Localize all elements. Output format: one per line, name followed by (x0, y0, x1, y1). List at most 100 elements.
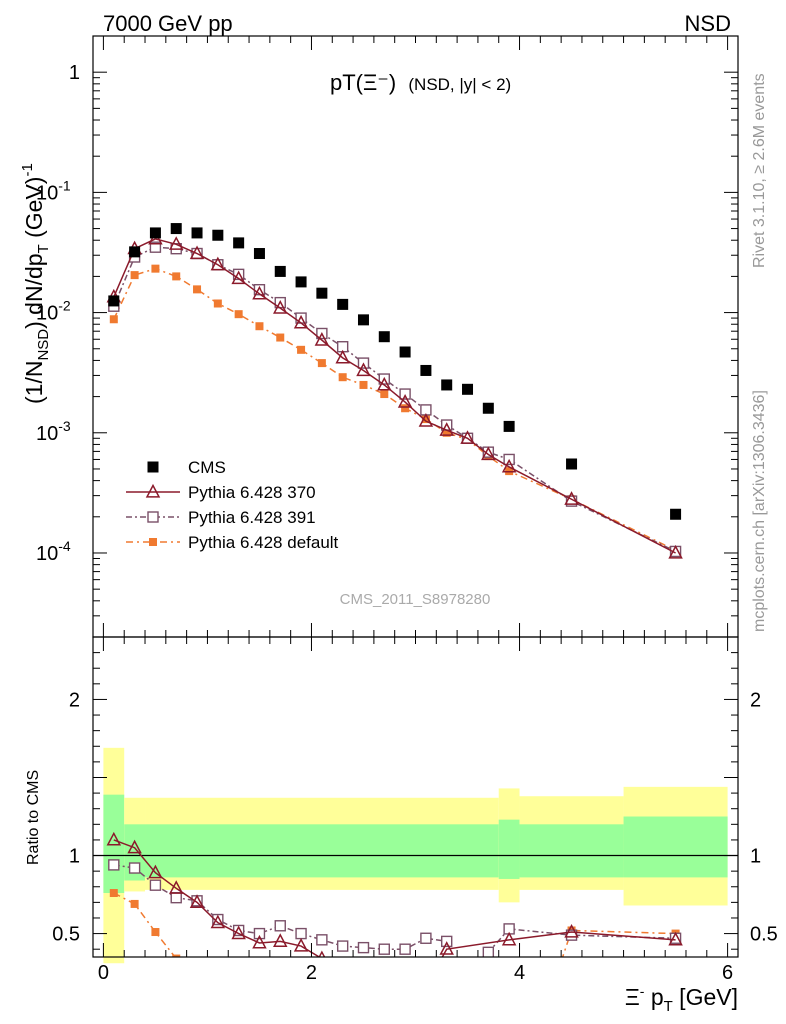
data-point (359, 380, 368, 389)
ratio-point (378, 943, 390, 955)
ratio-y-tick-label: 0.5 (52, 924, 80, 946)
ratio-band-inner (519, 824, 624, 878)
data-point (317, 359, 326, 368)
ratio-point (148, 864, 163, 879)
data-point (357, 314, 369, 326)
x-tick-label: 2 (306, 962, 317, 984)
data-point (668, 544, 683, 559)
data-point (397, 394, 413, 408)
data-point (252, 285, 267, 300)
ratio-point (420, 932, 432, 944)
y-axis-label: (1/NNSD) dN/dpT (GeV)-1 (19, 163, 52, 404)
ratio-point (273, 933, 288, 948)
x-tick-label: 4 (514, 962, 525, 984)
series-line (113, 267, 676, 552)
legend-label: Pythia 6.428 391 (188, 508, 316, 527)
data-point (297, 345, 306, 354)
data-point (670, 508, 682, 520)
ratio-point (253, 927, 266, 940)
ratio-band-inner (103, 794, 125, 893)
data-point (212, 229, 224, 241)
ratio-point (108, 859, 120, 871)
ratio-point (149, 879, 162, 891)
header-process: NSD (685, 11, 731, 36)
ratio-point (128, 862, 141, 874)
data-point (149, 227, 161, 239)
data-point (564, 491, 579, 505)
data-point (253, 248, 265, 260)
data-point (335, 349, 350, 364)
ratio-point (564, 923, 579, 938)
data-point (295, 276, 307, 288)
ratio-series-pythia-6-428-391 (108, 859, 682, 957)
ratio-point (501, 931, 517, 946)
data-point (108, 295, 120, 307)
ratio-line (441, 931, 676, 957)
data-point (481, 446, 496, 461)
data-point (168, 236, 184, 250)
y-tick-label: 10-3 (36, 418, 71, 445)
ratio-point (212, 913, 224, 926)
data-point (149, 241, 162, 253)
data-point (314, 332, 330, 346)
ratio-point (482, 946, 495, 957)
ratio-point (168, 880, 184, 894)
legend-item: Pythia 6.428 default (126, 533, 339, 552)
data-point (193, 285, 202, 294)
ratio-point (357, 941, 370, 954)
ratio-point (295, 927, 307, 940)
y-tick-label: 10-1 (36, 177, 71, 204)
ratio-line (113, 839, 321, 957)
ratio-y-tick-label-right: 2 (750, 689, 761, 711)
data-point (274, 265, 286, 277)
data-point (129, 246, 141, 258)
legend-label: CMS (188, 458, 226, 477)
ratio-y-tick-label-right: 1 (750, 846, 761, 868)
data-point (439, 422, 454, 436)
ratio-point (231, 925, 246, 940)
data-point (151, 264, 160, 273)
data-point (399, 346, 411, 358)
data-point (441, 379, 453, 391)
data-point (276, 333, 285, 342)
ratio-point (189, 894, 205, 908)
ratio-y-tick-label: 2 (69, 689, 80, 711)
ratio-point (130, 899, 139, 908)
ratio-point (210, 914, 226, 929)
ratio-band-inner (145, 824, 499, 878)
ratio-series-pythia-6-428-370 (106, 831, 683, 957)
ratio-y-axis-label: Ratio to CMS (25, 770, 42, 865)
ratio-band-inner (498, 819, 520, 879)
legend-marker (147, 511, 159, 523)
x-tick-label: 6 (722, 962, 733, 984)
data-point (338, 373, 347, 382)
ratio-line (113, 864, 455, 957)
ratio-point (439, 941, 454, 955)
data-point (501, 458, 517, 473)
y-tick-label: 10-2 (36, 298, 71, 325)
ratio-point (109, 889, 118, 897)
data-point (233, 237, 245, 249)
data-point (462, 383, 474, 395)
data-point (378, 331, 390, 343)
data-point (401, 404, 410, 413)
data-point (377, 376, 392, 391)
ratio-point (274, 920, 286, 932)
series-cms (108, 223, 682, 520)
series-line (113, 238, 676, 554)
data-point (566, 458, 578, 470)
data-point (273, 300, 288, 314)
x-tick-label: 0 (98, 962, 109, 984)
series-line (113, 246, 676, 553)
data-point (460, 430, 475, 444)
y-tick-label: 10-4 (36, 538, 71, 565)
watermark: CMS_2011_S8978280 (340, 591, 491, 608)
rivet-label: Rivet 3.1.10, ≥ 2.6M events (751, 73, 768, 268)
legend-label: Pythia 6.428 default (188, 533, 339, 552)
plot-title: pT(Ξ⁻) (NSD, |y| < 2) (330, 70, 511, 95)
plot-title-sub: (NSD, |y| < 2) (408, 75, 511, 94)
ratio-point (399, 943, 411, 955)
data-point (482, 402, 494, 414)
ratio-band-inner (623, 816, 728, 878)
data-point (231, 270, 246, 285)
